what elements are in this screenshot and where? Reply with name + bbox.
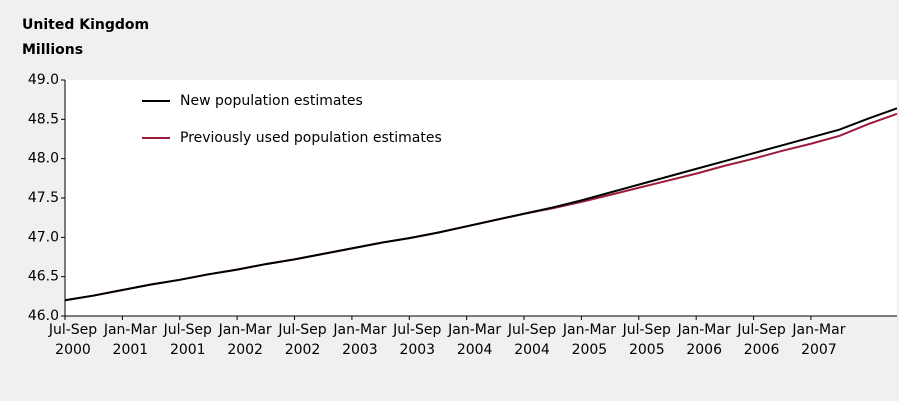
x-tick-label-line: 2004	[514, 342, 550, 358]
x-tick-label-line: 2005	[629, 342, 665, 358]
x-tick-label: Jan-Mar 2002	[218, 322, 272, 358]
x-tick-label-line: 2004	[457, 342, 493, 358]
y-tick-label: 46.5	[28, 269, 59, 285]
x-tick-label-line: 2001	[113, 342, 149, 358]
x-tick-label-line: Jan-Mar	[332, 322, 386, 338]
y-tick-label: 48.5	[28, 111, 59, 127]
x-tick-label-line: Jul-Sep	[277, 322, 326, 338]
x-tick-label-line: 2006	[686, 342, 722, 358]
y-tick-label: 49.0	[28, 72, 59, 88]
x-tick-label-line: Jul-Sep	[736, 322, 785, 338]
x-tick-label: Jan-Mar 2001	[103, 322, 157, 358]
x-tick-label-line: Jan-Mar	[677, 322, 731, 338]
y-tick-label: 46.0	[28, 308, 59, 324]
x-tick-label-line: 2003	[342, 342, 378, 358]
x-tick-label-line: Jan-Mar	[103, 322, 157, 338]
x-tick-label-line: 2002	[285, 342, 321, 358]
x-tick-label: Jul-Sep 2006	[736, 322, 785, 358]
series-line	[64, 107, 898, 302]
x-tick-label: Jul-Sep 2000	[48, 322, 97, 358]
chart-subtitle: Millions	[22, 42, 83, 58]
x-tick-label-line: 2000	[55, 342, 91, 358]
plot-area	[65, 80, 897, 316]
x-tick-label: Jul-Sep 2002	[277, 322, 326, 358]
y-tick-label: 48.0	[28, 151, 59, 167]
y-tick-label: 47.5	[28, 190, 59, 206]
x-tick-label-line: 2007	[801, 342, 837, 358]
x-tick-label: Jul-Sep 2004	[507, 322, 556, 358]
y-tick-label: 47.0	[28, 229, 59, 245]
x-tick-label: Jul-Sep 2005	[622, 322, 671, 358]
chart-title: United Kingdom	[22, 17, 149, 33]
x-tick-label: Jan-Mar 2005	[562, 322, 616, 358]
x-tick-label: Jan-Mar 2004	[447, 322, 501, 358]
x-tick-label: Jan-Mar 2007	[791, 322, 845, 358]
x-tick-label-line: Jul-Sep	[507, 322, 556, 338]
x-tick-label-line: Jan-Mar	[791, 322, 845, 338]
x-tick-label: Jan-Mar 2003	[332, 322, 386, 358]
legend-label: New population estimates	[180, 93, 363, 109]
x-tick-label-line: 2002	[227, 342, 263, 358]
legend-label: Previously used population estimates	[180, 130, 442, 146]
x-tick-label-line: 2006	[744, 342, 780, 358]
x-tick-label-line: 2001	[170, 342, 206, 358]
x-tick-label-line: Jul-Sep	[48, 322, 97, 338]
x-tick-label: Jan-Mar 2006	[677, 322, 731, 358]
x-tick-label-line: Jan-Mar	[218, 322, 272, 338]
x-tick-label-line: 2003	[399, 342, 435, 358]
x-tick-label-line: Jan-Mar	[562, 322, 616, 338]
x-tick-label: Jul-Sep 2003	[392, 322, 441, 358]
x-tick-label-line: 2005	[572, 342, 608, 358]
x-tick-label: Jul-Sep 2001	[163, 322, 212, 358]
x-tick-label-line: Jan-Mar	[447, 322, 501, 338]
x-tick-label-line: Jul-Sep	[392, 322, 441, 338]
x-tick-label-line: Jul-Sep	[163, 322, 212, 338]
x-tick-label-line: Jul-Sep	[622, 322, 671, 338]
